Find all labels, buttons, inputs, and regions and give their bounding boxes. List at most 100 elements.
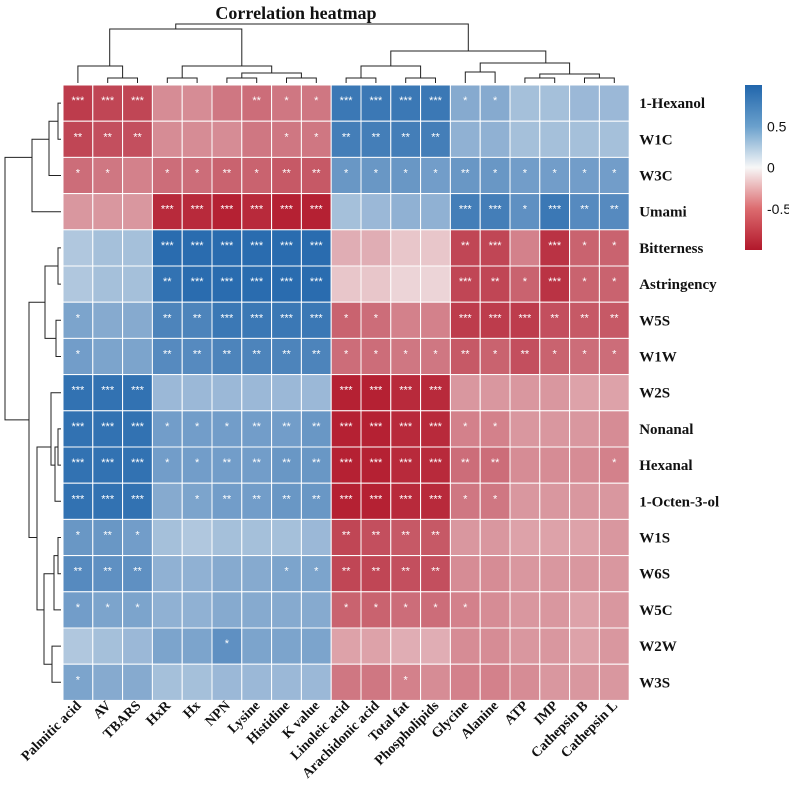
cell-4-4 bbox=[181, 229, 213, 267]
cell-7-7 bbox=[271, 337, 302, 376]
colorbar: 0.5 0 -0.5 bbox=[745, 85, 789, 250]
significance-mark: ** bbox=[491, 276, 500, 288]
cell-13-6 bbox=[241, 555, 273, 593]
cell-13-17 bbox=[569, 555, 600, 593]
cell-16-8 bbox=[300, 663, 332, 701]
cell-14-5 bbox=[211, 591, 243, 629]
cell-9-1 bbox=[92, 410, 124, 448]
significance-mark: * bbox=[612, 349, 617, 361]
cell-5-1 bbox=[92, 265, 124, 303]
cell-16-11 bbox=[390, 663, 422, 701]
significance-mark: *** bbox=[220, 204, 234, 216]
cell-0-4 bbox=[181, 84, 213, 122]
cell-1-1 bbox=[92, 120, 124, 158]
cell-1-17 bbox=[569, 120, 600, 158]
cell-8-3 bbox=[151, 374, 183, 412]
significance-mark: ** bbox=[312, 349, 321, 361]
significance-mark: *** bbox=[548, 276, 562, 288]
cell-4-12 bbox=[420, 229, 451, 267]
cell-1-7 bbox=[271, 120, 302, 158]
significance-mark: ** bbox=[74, 566, 83, 578]
cell-11-11 bbox=[390, 482, 422, 520]
column-label: Hx bbox=[181, 699, 204, 722]
significance-mark: *** bbox=[340, 385, 354, 397]
cell-12-1 bbox=[92, 518, 124, 557]
significance-mark: *** bbox=[101, 95, 115, 107]
significance-mark: * bbox=[404, 674, 409, 686]
cell-0-14 bbox=[479, 84, 511, 122]
significance-mark: * bbox=[553, 168, 558, 180]
cell-0-17 bbox=[569, 84, 600, 122]
cell-5-11 bbox=[390, 265, 422, 303]
cell-3-9 bbox=[330, 193, 362, 231]
cell-13-4 bbox=[181, 555, 213, 593]
significance-mark: ** bbox=[223, 457, 232, 469]
significance-mark: * bbox=[76, 312, 81, 324]
significance-mark: *** bbox=[340, 493, 354, 505]
cell-14-4 bbox=[181, 591, 213, 629]
significance-mark: *** bbox=[399, 95, 413, 107]
cell-14-6 bbox=[241, 591, 273, 629]
cell-10-16 bbox=[539, 446, 571, 484]
cell-12-14 bbox=[479, 518, 511, 557]
significance-mark: ** bbox=[312, 493, 321, 505]
cell-15-15 bbox=[509, 627, 541, 665]
significance-mark: * bbox=[314, 95, 319, 107]
cell-12-4 bbox=[181, 518, 213, 557]
cell-13-5 bbox=[211, 555, 243, 593]
row-labels: 1-Hexanol W1C W3C Umami Bitterness Astringenc… bbox=[639, 96, 719, 691]
cell-12-2 bbox=[122, 518, 153, 557]
col-link bbox=[345, 77, 377, 83]
significance-mark: *** bbox=[369, 385, 383, 397]
cell-5-12 bbox=[420, 265, 451, 303]
cell-13-3 bbox=[151, 555, 183, 593]
cell-1-13 bbox=[449, 120, 481, 158]
significance-mark: * bbox=[165, 457, 170, 469]
cell-1-12 bbox=[420, 120, 451, 158]
significance-mark: ** bbox=[372, 566, 381, 578]
cell-14-14 bbox=[479, 591, 511, 629]
cell-8-12 bbox=[420, 374, 451, 412]
significance-mark: * bbox=[106, 602, 111, 614]
significance-mark: *** bbox=[399, 421, 413, 433]
cell-4-10 bbox=[360, 229, 392, 267]
cell-2-11 bbox=[390, 156, 422, 195]
significance-mark: * bbox=[195, 493, 200, 505]
significance-mark: * bbox=[225, 421, 230, 433]
significance-mark: ** bbox=[282, 349, 291, 361]
significance-mark: * bbox=[523, 204, 528, 216]
cell-13-13 bbox=[449, 555, 481, 593]
row-label: Umami bbox=[639, 205, 687, 221]
significance-mark: ** bbox=[223, 493, 232, 505]
cell-8-4 bbox=[181, 374, 213, 412]
cell-15-0 bbox=[62, 627, 94, 665]
cell-16-15 bbox=[509, 663, 541, 701]
significance-mark: ** bbox=[163, 312, 172, 324]
significance-mark: *** bbox=[310, 276, 324, 288]
significance-mark: ** bbox=[252, 493, 261, 505]
col-link bbox=[360, 65, 422, 78]
cell-3-5 bbox=[211, 193, 243, 231]
cell-5-3 bbox=[151, 265, 183, 303]
cell-3-6 bbox=[241, 193, 273, 231]
cell-15-13 bbox=[449, 627, 481, 665]
significance-mark: * bbox=[106, 168, 111, 180]
cell-4-9 bbox=[330, 229, 362, 267]
cell-15-9 bbox=[330, 627, 362, 665]
cell-11-6 bbox=[241, 482, 273, 520]
cell-3-18 bbox=[598, 193, 630, 231]
row-link bbox=[36, 446, 51, 611]
cell-11-17 bbox=[569, 482, 600, 520]
col-link bbox=[405, 77, 436, 83]
cell-12-12 bbox=[420, 518, 451, 557]
col-link bbox=[107, 77, 138, 83]
cell-10-2 bbox=[122, 446, 153, 484]
cell-16-3 bbox=[151, 663, 183, 701]
column-label: AV bbox=[91, 699, 115, 723]
cell-15-2 bbox=[122, 627, 153, 665]
significance-mark: *** bbox=[71, 493, 85, 505]
cell-8-17 bbox=[569, 374, 600, 412]
col-link bbox=[286, 77, 317, 83]
row-label: W1C bbox=[639, 132, 672, 148]
